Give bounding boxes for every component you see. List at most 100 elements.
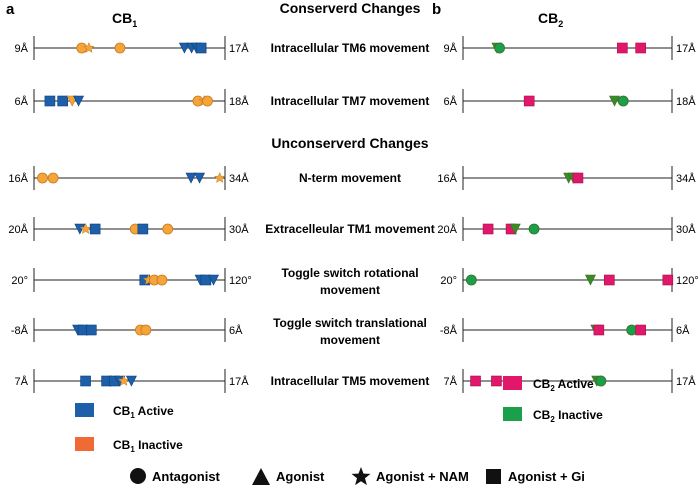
legend-cb1-active: CB1 Active <box>75 403 174 420</box>
cb2-axis-max-label: 6Å <box>676 324 690 337</box>
cb2-active-square-marker <box>470 375 481 387</box>
cb2-inactive-triangle-marker <box>585 274 596 286</box>
legend-cb2-inactive-tail: Inactive <box>555 408 603 422</box>
cb2-active-square-marker <box>635 42 646 54</box>
legend-label-cb1-active: CB1 Active <box>113 404 174 420</box>
cb2-axis-max-label: 120° <box>676 275 699 287</box>
cb1-inactive-circle-marker <box>140 324 152 336</box>
panel-letter-b: b <box>432 1 441 18</box>
cb1-active-triangle-marker <box>208 274 220 286</box>
cb2-inactive-circle-marker <box>595 375 607 387</box>
cb2-inactive-circle-marker <box>494 42 505 54</box>
cb1-axis-min-label: 16Å <box>8 172 28 185</box>
legend-cb2-inactive-text: CB <box>533 408 551 422</box>
cb2-active-square-marker <box>617 42 628 54</box>
cb2-axis-row-5: 20° 120° <box>440 268 699 292</box>
cb1-axis-min-label: -8Å <box>11 324 29 337</box>
cb1-active-triangle-marker <box>125 375 137 387</box>
legend-agonist-nam-label: Agonist + NAM <box>376 469 469 484</box>
cb2-axis-min-label: 6Å <box>444 95 458 108</box>
cb1-inactive-star-marker <box>83 41 95 53</box>
cb1-axis-max-label: 6Å <box>229 324 243 337</box>
cb2-active-square-marker <box>593 324 605 336</box>
legend-agonist-gi-label: Agonist + Gi <box>508 469 585 484</box>
section-conserved-heading: Conserverd Changes <box>280 0 421 16</box>
row-3: N-term movement 16Å 34Å 16Å 34Å <box>8 166 696 190</box>
panel-a-title-sub: 1 <box>132 19 137 29</box>
cb2-axis-max-label: 17Å <box>676 375 696 388</box>
legend-swatch-cb2-inactive <box>503 407 522 421</box>
cb1-axis-min-label: 20Å <box>8 223 28 236</box>
legend-swatch-cb1-active <box>75 403 94 417</box>
cb1-active-square-marker <box>44 95 56 107</box>
legend-cb1-active-text: CB <box>113 404 131 418</box>
legend-agonist: Agonist <box>252 468 325 485</box>
legend-agonist-nam: Agonist + NAM <box>351 467 469 486</box>
row-label: Extracelleular TM1 movement <box>265 222 434 236</box>
legend-cb2-inactive: CB2 Inactive <box>503 407 603 424</box>
panel-letter-a: a <box>6 1 15 18</box>
legend-label-cb2-active: CB2 Active <box>533 377 594 393</box>
legend-cb1-active-tail: Active <box>135 404 174 418</box>
cb1-axis-row-6: -8Å 6Å <box>11 318 243 342</box>
cb2-active-square-marker <box>603 274 615 286</box>
row-label: Toggle switch rotational <box>281 266 418 280</box>
cb2-axis-min-label: 20Å <box>437 223 457 236</box>
cb2-axis-min-label: 7Å <box>444 375 458 388</box>
cb1-axis-min-label: 7Å <box>15 375 29 388</box>
cb1-inactive-circle-marker <box>162 223 174 235</box>
legend-cb1-inactive-tail: Inactive <box>135 438 183 452</box>
legend-agonist-gi: Agonist + Gi <box>486 469 585 484</box>
cb2-inactive-triangle-marker <box>509 223 521 235</box>
cb1-inactive-star-marker <box>79 222 92 234</box>
cb1-axis-row-1: 9Å 17Å <box>15 36 249 60</box>
legend-cb2-active-text: CB <box>533 377 551 391</box>
cb1-active-triangle-marker <box>194 172 206 184</box>
legend-cb1-inactive-text: CB <box>113 438 131 452</box>
panel-b-title-text: CB <box>538 10 558 26</box>
legend-cb2-active-sub: 2 <box>550 384 555 393</box>
cb2-active-square-marker <box>482 223 494 235</box>
cb1-active-triangle-marker <box>185 172 197 184</box>
panel-a-title: CB1 <box>112 10 137 29</box>
legend-square-icon <box>486 469 501 484</box>
cb1-active-square-marker <box>57 95 68 107</box>
cb2-axis-row-7: 7Å 17Å <box>444 369 696 393</box>
cb2-axis-min-label: 20° <box>440 275 457 287</box>
cb1-inactive-circle-marker <box>114 42 126 54</box>
cb1-inactive-circle-marker <box>37 172 48 184</box>
row-label: movement <box>320 283 380 297</box>
cb2-inactive-triangle-marker <box>609 95 621 107</box>
legend-cb2-active-tail: Active <box>555 377 594 391</box>
cb2-axis-row-2: 6Å 18Å <box>444 89 696 113</box>
row-2: Intracellular TM7 movement 6Å 18Å 6Å 18Å <box>15 89 696 113</box>
cb2-active-square-marker <box>523 95 535 107</box>
cb2-axis-min-label: 16Å <box>437 172 457 185</box>
cb2-axis-max-label: 17Å <box>676 42 696 55</box>
row-label: Toggle switch translational <box>273 316 427 330</box>
cb1-axis-min-label: 20° <box>11 275 28 287</box>
legend-label-cb2-inactive: CB2 Inactive <box>533 408 603 424</box>
cb1-axis-min-label: 6Å <box>15 95 29 108</box>
cb1-inactive-circle-marker <box>76 42 88 54</box>
cb1-axis-max-label: 17Å <box>229 375 249 388</box>
legend-label-cb1-inactive: CB1 Inactive <box>113 438 183 454</box>
legend-swatch-cb2-active <box>503 376 522 390</box>
legend-agonist-label: Agonist <box>276 469 325 484</box>
legend-swatch-cb1-inactive <box>75 437 94 451</box>
cb1-axis-max-label: 17Å <box>229 42 249 55</box>
cb1-axis-row-3: 16Å 34Å <box>8 166 249 190</box>
cb1-inactive-circle-marker <box>202 95 213 107</box>
cb1-axis-max-label: 18Å <box>229 95 249 108</box>
section-unconserved-heading: Unconserverd Changes <box>271 135 428 151</box>
cb1-active-square-marker <box>80 375 91 387</box>
cb2-active-square-marker <box>635 324 646 336</box>
legend-cb2-inactive-sub: 2 <box>550 415 555 424</box>
row-label: Intracellular TM6 movement <box>271 41 430 55</box>
cb1-active-square-marker <box>195 42 207 54</box>
cb1-axis-max-label: 30Å <box>229 223 249 236</box>
panel-b-title: CB2 <box>538 10 563 29</box>
legend-antagonist-label: Antagonist <box>152 469 221 484</box>
